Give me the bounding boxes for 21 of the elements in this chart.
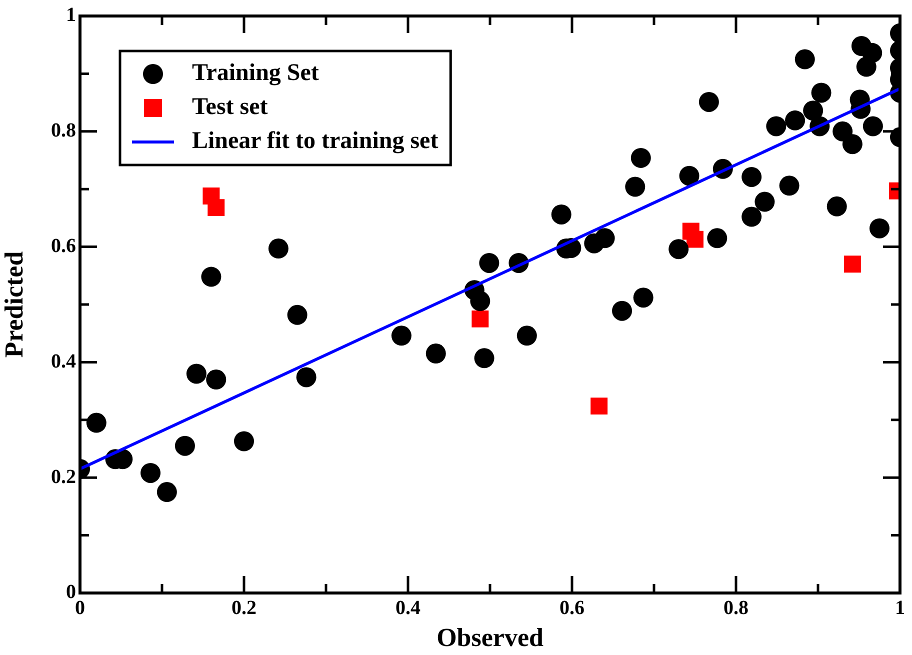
point (208, 199, 225, 216)
x-tick-label: 0.6 (560, 597, 584, 620)
legend-label: Training Set (192, 60, 319, 86)
y-tick-label: 1 (66, 4, 76, 26)
point (686, 230, 704, 248)
y-axis-title: Predicted (0, 250, 28, 358)
x-axis-title: Observed (436, 623, 544, 652)
x-tick-label: 0.8 (724, 597, 748, 620)
point (844, 256, 861, 273)
point (472, 310, 489, 328)
y-tick-label: 0.8 (51, 120, 76, 142)
x-tick-label: 0.4 (396, 597, 420, 620)
y-tick-label: 0.2 (51, 466, 76, 488)
legend-label: Linear fit to training set (192, 128, 438, 154)
legend-label: Test set (192, 94, 268, 120)
x-tick-label: 0.2 (232, 597, 256, 620)
y-tick-label: 0 (66, 581, 76, 604)
y-tick-label: 0.4 (51, 350, 76, 372)
point (590, 398, 608, 415)
y-tick-label: 0.6 (51, 234, 76, 257)
x-tick-label: 1 (895, 597, 905, 620)
